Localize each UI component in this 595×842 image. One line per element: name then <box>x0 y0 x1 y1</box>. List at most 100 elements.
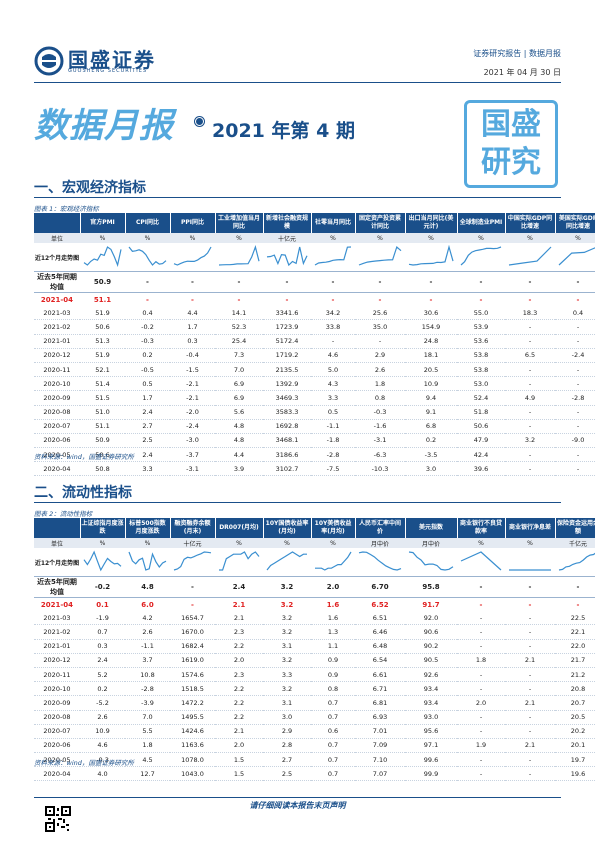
table-cell: 2.4 <box>80 653 125 668</box>
table-cell: 53.8 <box>457 362 505 378</box>
table-cell: 2.9 <box>263 724 311 739</box>
row-label: 近去5年同期均值 <box>34 271 80 293</box>
column-header: 人民币汇率中间价 <box>355 518 406 538</box>
logo-subtitle: GUOSHENG SECURITIES <box>68 68 148 74</box>
table-cell: 1.6 <box>326 600 340 609</box>
column-header: 官方PMI <box>80 213 126 233</box>
table-cell: - <box>555 319 595 335</box>
table-cell: 25.6 <box>355 306 405 321</box>
table-cell: - <box>576 600 580 609</box>
sparkline-cell <box>311 548 355 577</box>
table-cell: 0.7 <box>311 695 355 711</box>
unit-cell: 单位 <box>34 233 80 243</box>
column-header: 中国实际GDP同比增速 <box>505 213 556 233</box>
column-header: 商业银行不良贷款率 <box>457 518 506 538</box>
column-header: 社零当月同比 <box>311 213 356 233</box>
table-cell: - <box>576 295 580 304</box>
table-cell: 3.2 <box>263 576 311 598</box>
table-cell: - <box>311 271 355 293</box>
research-stamp: 国盛 研究 <box>464 100 558 188</box>
table-cell: - <box>528 600 532 609</box>
table-cell: 1574.6 <box>170 667 215 683</box>
table-cell: 6.51 <box>355 611 405 626</box>
table-cell: - <box>170 271 215 293</box>
table-cell: -10.3 <box>355 461 405 477</box>
table-cell: - <box>555 461 595 477</box>
table-cell: 4.4 <box>215 447 263 463</box>
table-cell: 2.1 <box>215 724 263 739</box>
table-cell: 6.71 <box>355 681 405 697</box>
qr-code-icon <box>45 806 71 832</box>
table-cell: 0.7 <box>311 738 355 754</box>
table-cell: 6.54 <box>355 653 405 668</box>
sparkline-path <box>266 246 308 267</box>
table-cell: 14.1 <box>215 306 263 321</box>
table-cell: 20.7 <box>555 695 595 711</box>
sparkline-path <box>173 246 212 266</box>
table-cell: 90.6 <box>405 624 457 640</box>
table-cell: - <box>191 600 194 609</box>
table-cell: - <box>457 271 505 293</box>
table-cell: -0.3 <box>125 334 170 349</box>
table-cell: 50.9 <box>80 433 125 449</box>
sparkline-cell <box>215 548 263 577</box>
column-header: 工业增加值当月同比 <box>215 213 264 233</box>
table-cell: -1.1 <box>311 419 355 434</box>
table-cell: 4.2 <box>125 611 170 626</box>
table-cell: 2.2 <box>215 681 263 697</box>
row-date: 2021-02 <box>34 624 80 640</box>
section-divider <box>34 502 561 503</box>
table-cell: 1043.0 <box>170 766 215 782</box>
row-date: 2020-10 <box>34 681 80 697</box>
table-cell: 2.1 <box>505 653 555 668</box>
sparkline-cell <box>80 548 125 577</box>
unit-cell: % <box>170 233 215 243</box>
table-row: 2020-06 50.9 2.5 -3.0 4.8 3468.1 -1.8 -3.1 0.2 47… <box>34 433 595 449</box>
sparkline-path <box>460 246 502 266</box>
table-cell: 22.5 <box>555 611 595 626</box>
table-cell: - <box>405 271 457 293</box>
table-cell: 47.9 <box>457 433 505 449</box>
table-cell: 0.3 <box>80 639 125 654</box>
table-cell: 1495.5 <box>170 710 215 725</box>
table-cell: - <box>457 766 505 782</box>
table-cell: 1392.9 <box>263 376 311 392</box>
table-cell: -3.5 <box>405 447 457 463</box>
row-date: 2020-11 <box>34 667 80 683</box>
table-cell: 3.1 <box>263 639 311 654</box>
table-cell: -6.3 <box>355 447 405 463</box>
table-row: 2020-06 4.6 1.8 1163.6 2.0 2.8 0.7 7.09 97.1 1.9 2… <box>34 738 595 754</box>
table-cell: 22.1 <box>555 624 595 640</box>
table-cell: -2.4 <box>555 348 595 363</box>
sparkline <box>408 244 454 266</box>
table-cell: - <box>311 334 355 349</box>
table-cell: 6.61 <box>355 667 405 683</box>
sparkline-path <box>358 551 402 571</box>
stamp-line-1: 国盛 <box>481 107 541 142</box>
table-cell: 6.70 <box>355 576 405 598</box>
sparkline <box>173 246 212 266</box>
table-cell: 51.4 <box>80 376 125 392</box>
current-month-row: 2021-04 0.1 6.0 - 2.1 3.2 1.6 6.52 91.7 - - - <box>34 598 595 612</box>
unit-cell: % <box>215 538 263 548</box>
table-cell: 3583.3 <box>263 405 311 420</box>
table-cell: 1.8 <box>125 738 170 754</box>
table-cell: - <box>555 376 595 392</box>
table-cell: 53.0 <box>457 376 505 392</box>
table-cell: - <box>125 271 170 293</box>
row-date: 2021-01 <box>34 334 80 349</box>
table-cell: 6.48 <box>355 639 405 654</box>
unit-cell: 十亿元 <box>170 538 215 548</box>
table-cell: 0.6 <box>311 724 355 739</box>
sparkline <box>358 551 402 571</box>
row-label: 2021-04 <box>40 600 74 609</box>
sparkline-path <box>558 552 595 571</box>
source-note: 资料来源：wind，国盛证券研究所 <box>34 759 134 767</box>
table-cell: 1682.4 <box>170 639 215 654</box>
liquidity-indicators-table: 上证综指月度涨跌 标普500指数月度涨跌 融资融券余额(月末) DR007(月均) 10… <box>34 518 595 782</box>
table-cell: 1723.9 <box>263 319 311 335</box>
table-cell: 95.8 <box>405 576 457 598</box>
table-cell: 35.0 <box>355 319 405 335</box>
table-cell: 4.6 <box>311 348 355 363</box>
table-cell: 2.4 <box>125 447 170 463</box>
